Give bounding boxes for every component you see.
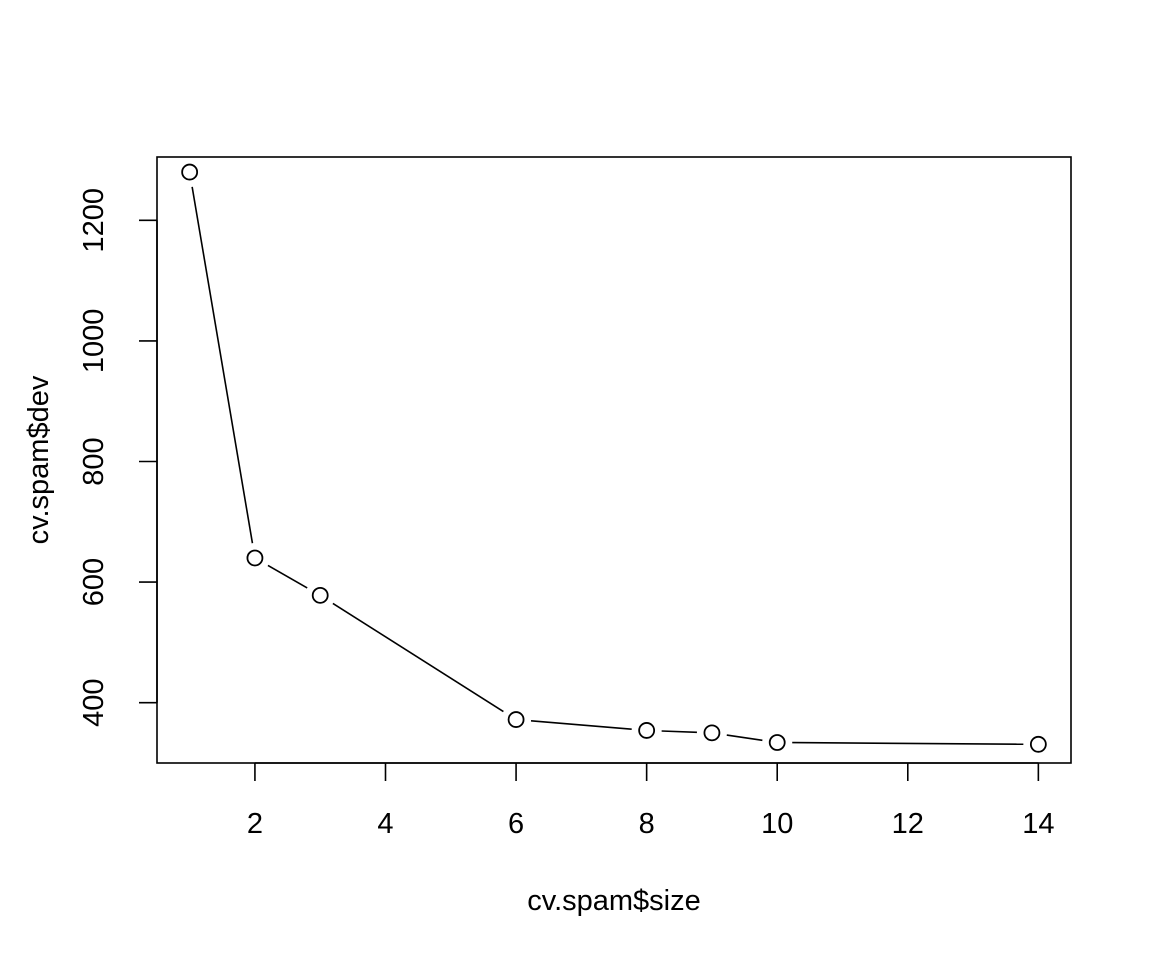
y-axis-label: cv.spam$dev [23,375,55,544]
y-tick-label: 800 [78,437,110,485]
series-layer [181,163,1047,753]
x-tick-label: 10 [761,808,793,840]
line-segment [792,741,1024,746]
data-point [507,711,525,728]
data-point [638,722,656,739]
line-segment [661,730,697,734]
x-tick-label: 2 [247,808,263,840]
data-point [1029,735,1047,753]
line-segment [267,564,308,589]
x-tick-label: 14 [1022,808,1054,840]
x-axis-label: cv.spam$size [527,885,701,917]
data-point [181,163,199,181]
data-point [703,724,721,742]
data-point [768,734,786,751]
line-segment [191,186,254,544]
data-point [246,549,264,567]
line-segment [726,734,763,742]
plot-frame [156,156,1072,764]
x-tick-label: 4 [377,808,393,840]
x-tick-label: 8 [639,808,655,840]
y-tick-label: 600 [78,558,110,606]
x-tick-label: 6 [508,808,524,840]
line-segment [332,602,504,713]
data-point [311,586,329,604]
x-tick-label: 12 [892,808,924,840]
x-axis: 2 4 6 8 10 12 14 [247,762,1054,840]
y-tick-label: 400 [78,679,110,727]
line-segment [530,720,632,730]
y-axis: 400 600 800 1000 1200 [78,188,158,727]
y-tick-label: 1000 [78,309,110,374]
y-tick-label: 1200 [78,188,110,253]
